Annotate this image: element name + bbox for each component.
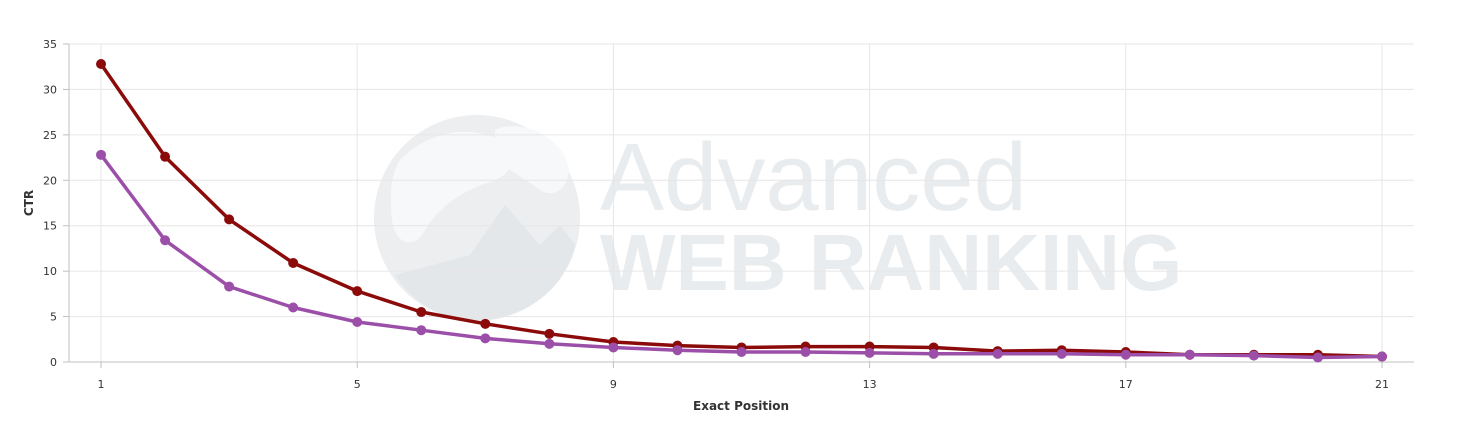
series-2-point [160,235,171,246]
y-tick-label: 0 [50,356,57,369]
series-2-point [736,347,747,358]
series-2-point [1312,352,1323,363]
series-2-point [672,345,683,356]
y-axis-title: CTR [22,190,36,216]
series-2-point [1376,351,1387,362]
series-2-point [1248,350,1259,361]
series-1-point [544,328,555,339]
y-tick-label: 35 [43,38,57,51]
series-2-point [800,347,811,358]
series-1-point [480,318,491,329]
series-2-point [1120,349,1131,360]
x-tick-label: 1 [98,378,105,391]
series-2-point [992,348,1003,359]
globe-icon [374,115,580,321]
series-2-point [224,281,235,292]
series-layer [96,58,1387,363]
y-tick-label: 10 [43,265,57,278]
x-tick-label: 17 [1119,378,1133,391]
x-tick-label: 9 [610,378,617,391]
series-1-point [96,58,107,69]
watermark-line2: WEB RANKING [600,218,1182,307]
series-1-point [416,307,427,318]
series-2-point [1056,348,1067,359]
series-2-point [1184,349,1195,360]
watermark: Advanced WEB RANKING [374,115,1182,321]
series-1-point [160,151,171,162]
y-tick-label: 15 [43,220,57,233]
series-2-point [96,149,107,160]
series-2-point [352,317,363,328]
y-tick-label: 20 [43,174,57,187]
series-2-point [608,342,619,353]
series-2 [96,149,1387,363]
series-2-point [480,333,491,344]
series-2-point [864,347,875,358]
x-tick-label: 13 [863,378,877,391]
y-tick-label: 25 [43,129,57,142]
series-1-point [352,286,363,297]
series-2-point [416,325,427,336]
x-tick-label: 5 [354,378,361,391]
series-1-point [288,257,299,268]
series-2-point [288,302,299,313]
y-tick-label: 5 [50,311,57,324]
series-1-point [224,214,235,225]
series-2-point [928,348,939,359]
y-tick-label: 30 [43,83,57,96]
x-tick-label: 21 [1375,378,1389,391]
x-axis-title: Exact Position [693,399,789,413]
series-2-point [544,338,555,349]
watermark-line1: Advanced [600,124,1027,231]
